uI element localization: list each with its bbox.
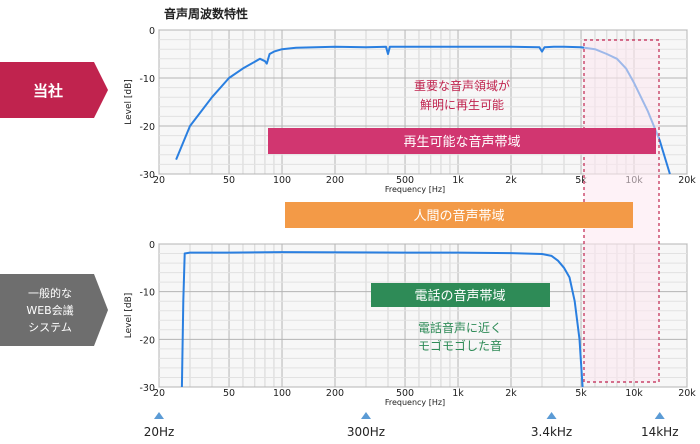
x-tick-label: 500	[396, 388, 414, 399]
x-axis-title: Frequency [Hz]	[385, 398, 445, 407]
y-axis-title: Level [dB]	[124, 79, 134, 125]
x-tick-label: 20k	[678, 175, 696, 186]
x-tick-label: 500	[396, 175, 414, 186]
response-curve-2-0	[180, 251, 584, 388]
y-tick-label: -30	[139, 170, 155, 181]
x-tick-label: 50	[223, 175, 235, 186]
y-axis-title: Level [dB]	[124, 293, 134, 339]
x-tick-label: 10k	[625, 388, 643, 399]
y-tick-label: -10	[139, 74, 155, 85]
x-tick-label: 5k	[575, 175, 587, 186]
y-tick-label: -10	[139, 288, 155, 299]
marker-label: 300Hz	[347, 425, 385, 439]
web-label-line-1: 一般的な	[28, 286, 72, 300]
web-label-box: 一般的な WEB会議 システム	[0, 274, 108, 346]
marker-triangle	[360, 412, 371, 419]
page-title: 音声周波数特性	[164, 6, 248, 21]
x-tick-label: 20	[153, 175, 165, 186]
x-tick-label: 1k	[452, 388, 464, 399]
human-band-label: 人間の音声帯域	[413, 208, 504, 224]
important-note-line-1: 重要な音声領域が	[414, 78, 510, 93]
frequency-markers: 20Hz 300Hz 3.4kHz 14kHz	[144, 412, 679, 439]
y-tick-label: 0	[149, 26, 155, 37]
x-tick-label: 2k	[505, 175, 517, 186]
x-tick-label: 50	[223, 388, 235, 399]
x-tick-label: 20k	[678, 388, 696, 399]
x-tick-label: 100	[273, 175, 291, 186]
x-tick-label: 200	[326, 388, 344, 399]
x-tick-label: 2k	[505, 388, 517, 399]
company-label: 当社	[33, 82, 63, 100]
marker-triangle	[654, 412, 665, 419]
marker-triangle	[154, 412, 164, 419]
y-tick-label: -30	[139, 383, 155, 394]
marker-triangle	[546, 412, 557, 419]
x-tick-label: 5k	[575, 388, 587, 399]
reproducible-band-bar	[268, 128, 656, 154]
phone-band-bar	[371, 283, 550, 307]
important-note-line-2: 鮮明に再生可能	[420, 98, 504, 112]
x-tick-label: 20	[153, 388, 165, 399]
human-band-bar	[285, 202, 633, 228]
web-label-line-2: WEB会議	[26, 303, 73, 317]
x-axis-title: Frequency [Hz]	[385, 185, 445, 194]
company-label-box: 当社	[0, 62, 108, 118]
y-tick-label: -20	[139, 335, 155, 346]
marker-label: 20Hz	[144, 425, 175, 439]
x-tick-label: 200	[326, 175, 344, 186]
x-tick-label: 1k	[452, 175, 464, 186]
phone-note-line-2: モゴモゴした音	[418, 338, 502, 353]
web-label-line-3: システム	[28, 321, 72, 334]
y-tick-label: -20	[139, 122, 155, 133]
x-tick-label: 100	[273, 388, 291, 399]
marker-label: 14kHz	[641, 425, 679, 439]
reproducible-band-label: 再生可能な音声帯域	[403, 134, 520, 150]
marker-label: 3.4kHz	[531, 425, 572, 439]
phone-band-label: 電話の音声帯域	[414, 288, 505, 304]
phone-note-line-1: 電話音声に近く	[418, 320, 502, 335]
y-tick-label: 0	[149, 240, 155, 251]
